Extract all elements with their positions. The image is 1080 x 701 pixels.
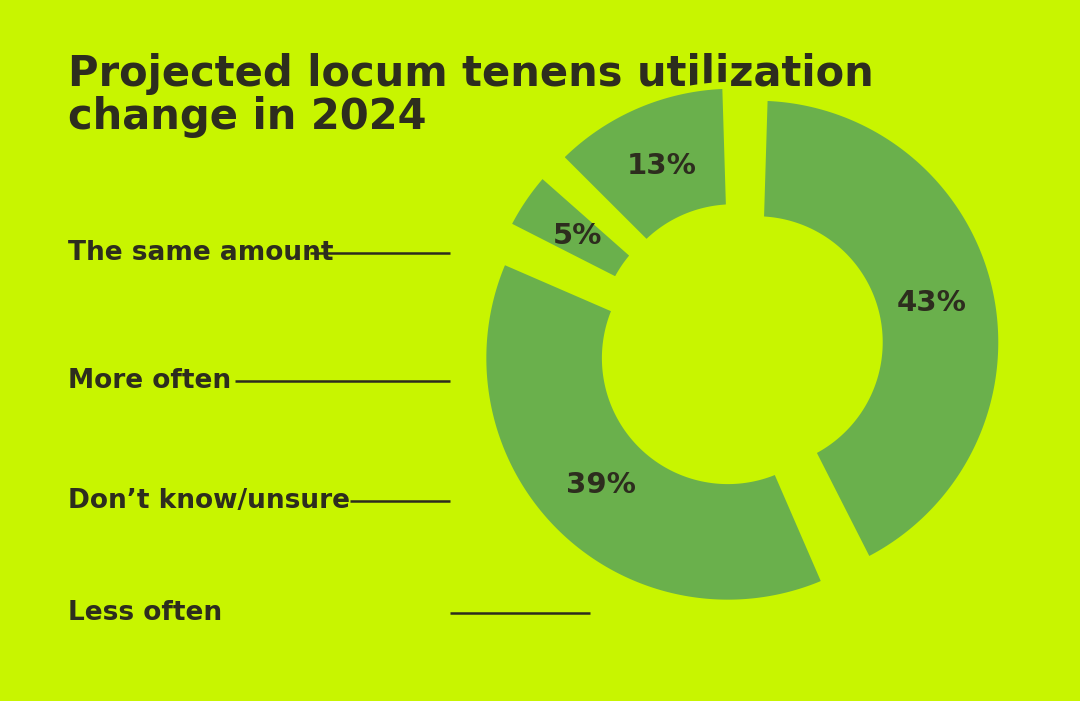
Text: 43%: 43%	[896, 290, 967, 318]
Text: 5%: 5%	[553, 222, 603, 250]
Polygon shape	[508, 174, 634, 281]
Polygon shape	[483, 261, 825, 603]
Text: Less often: Less often	[68, 600, 222, 626]
Text: change in 2024: change in 2024	[68, 96, 427, 138]
Text: More often: More often	[68, 368, 231, 394]
Polygon shape	[559, 86, 729, 244]
Text: The same amount: The same amount	[68, 240, 334, 266]
FancyBboxPatch shape	[18, 18, 1062, 683]
Text: 39%: 39%	[567, 470, 636, 498]
Text: 13%: 13%	[627, 152, 697, 180]
Text: Don’t know/unsure: Don’t know/unsure	[68, 488, 350, 514]
Text: Projected locum tenens utilization: Projected locum tenens utilization	[68, 53, 874, 95]
Polygon shape	[760, 97, 1002, 561]
